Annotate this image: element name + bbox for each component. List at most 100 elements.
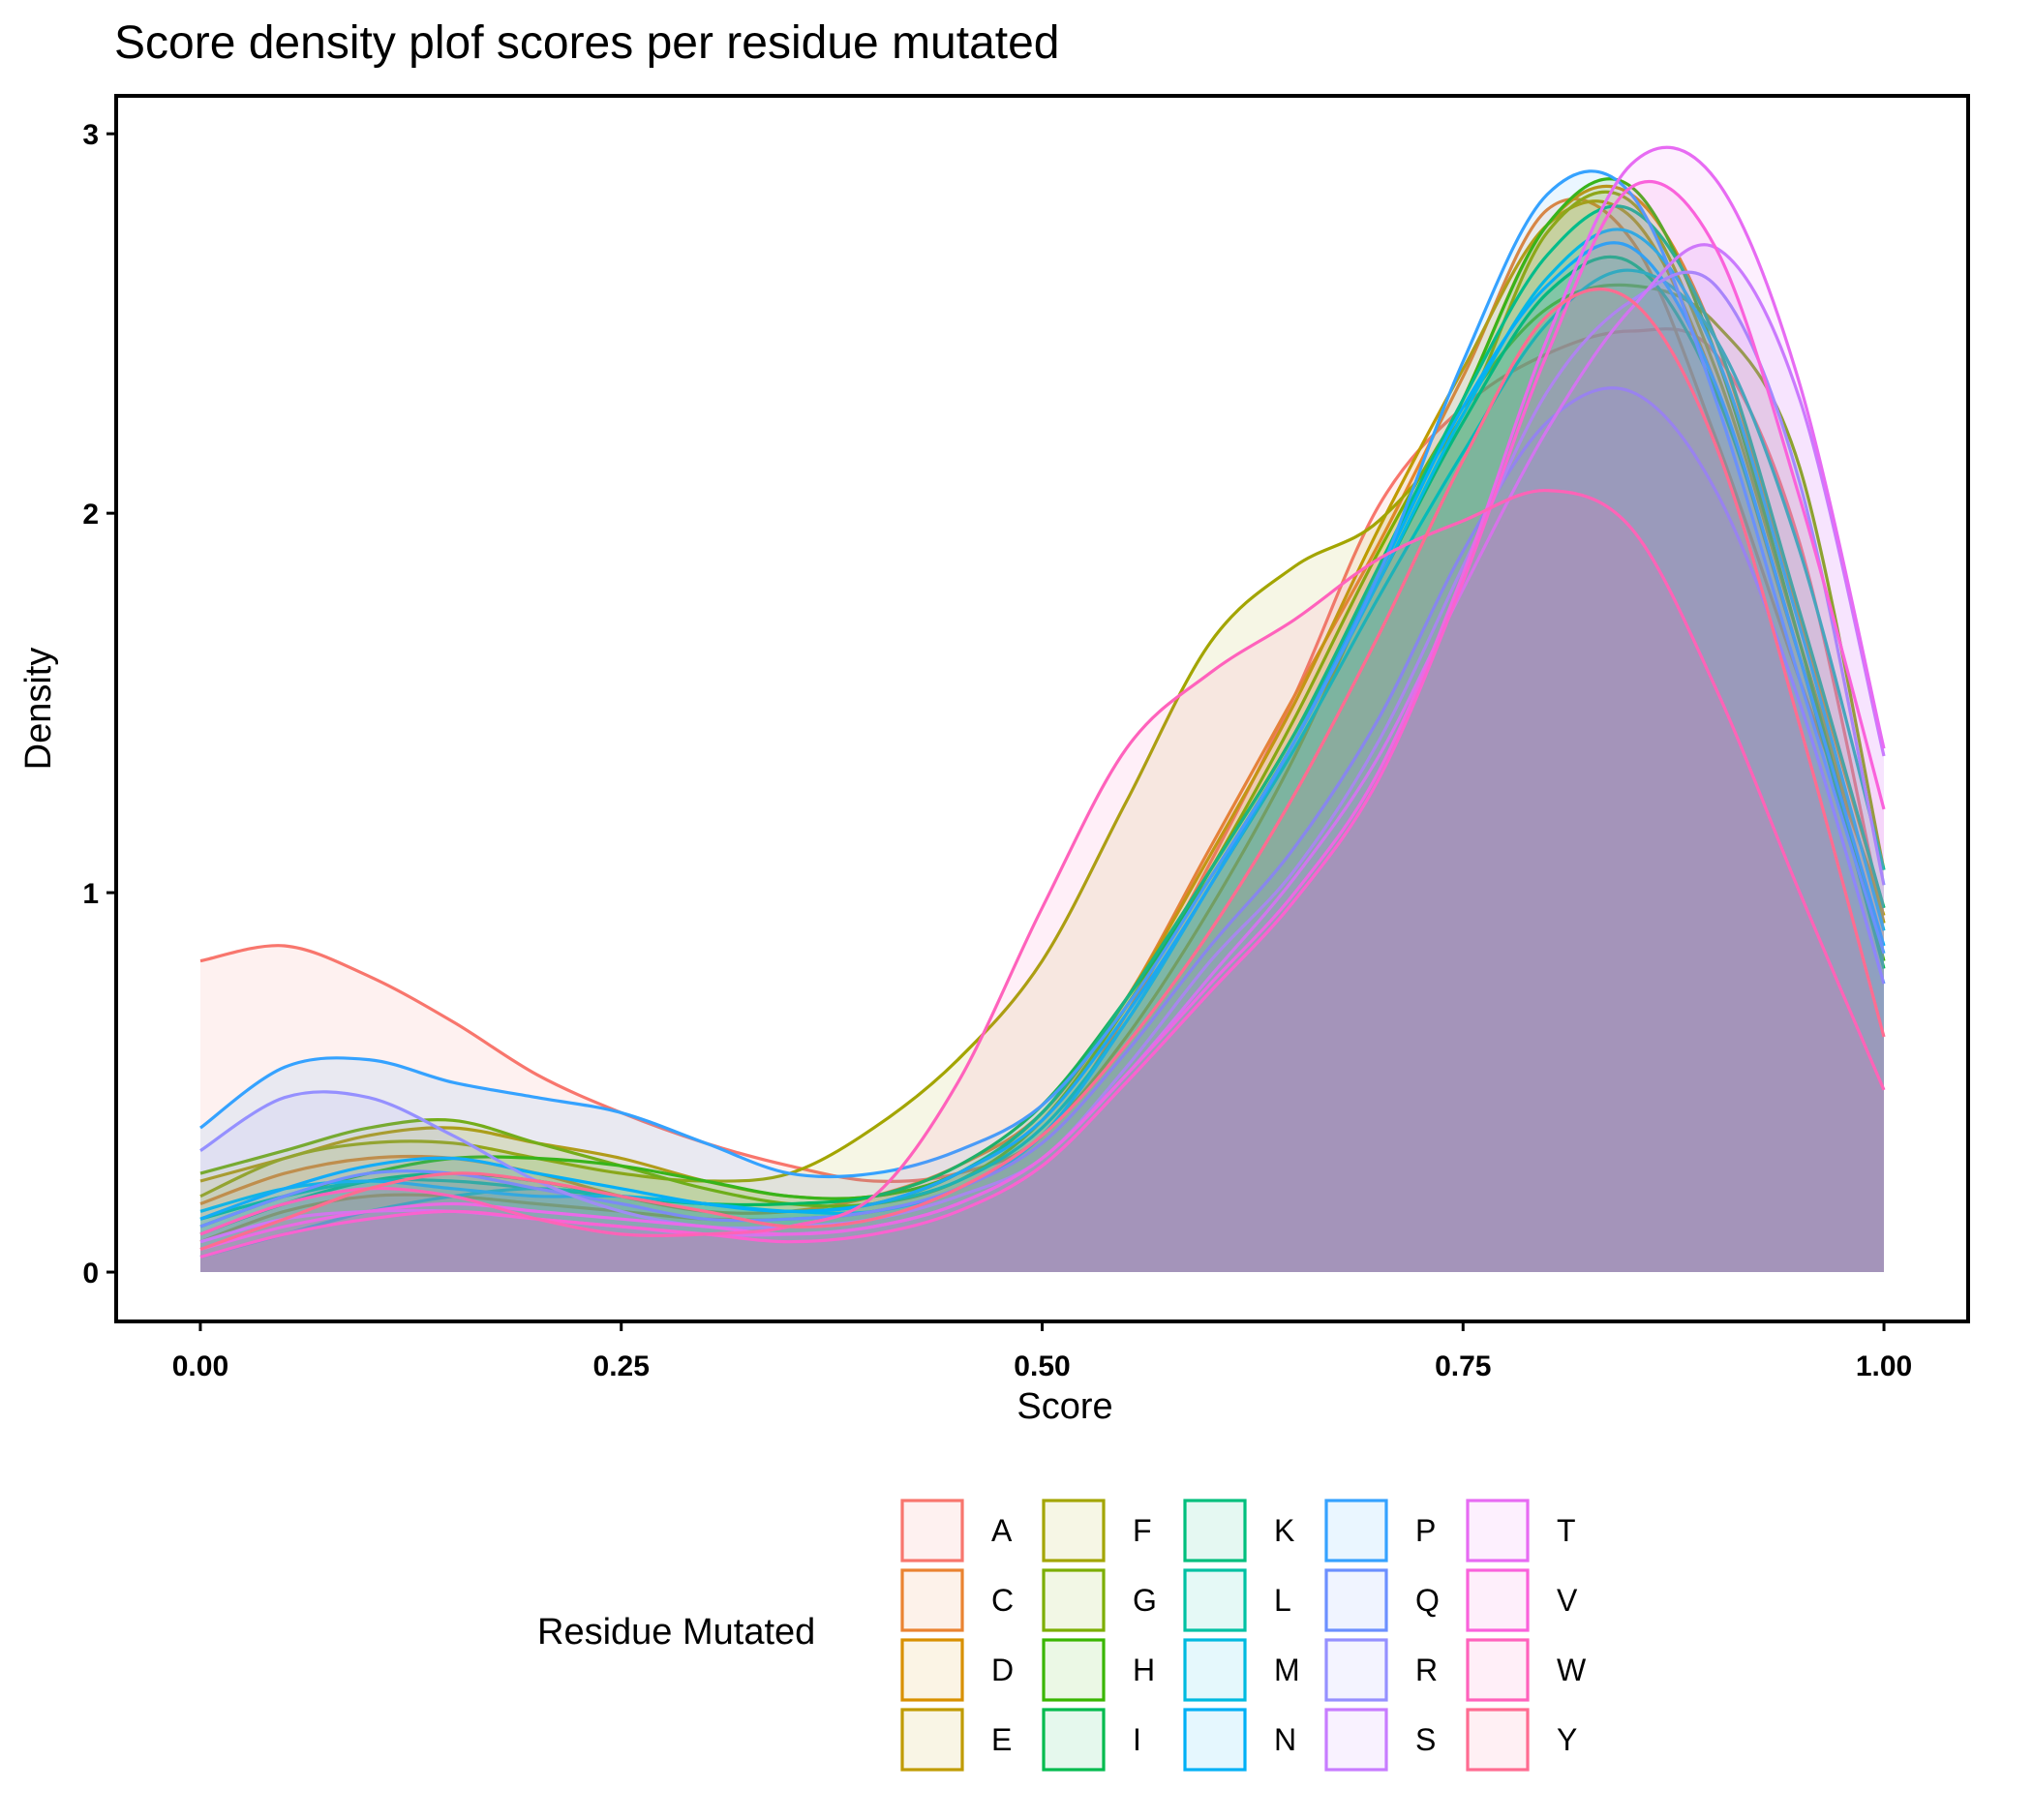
density-area-k [200, 205, 1884, 1272]
legend-key [1183, 1499, 1247, 1562]
legend-label: P [1415, 1513, 1436, 1548]
density-area-n [200, 242, 1884, 1272]
x-tick-label: 0.25 [593, 1350, 650, 1382]
legend-key [1183, 1638, 1247, 1702]
legend-item-v: V [1466, 1568, 1578, 1632]
legend-item-g: G [1042, 1568, 1157, 1632]
legend-key [1466, 1708, 1530, 1772]
legend-label: G [1133, 1583, 1157, 1618]
legend-key [1183, 1708, 1247, 1772]
legend-label: E [991, 1722, 1012, 1757]
legend-item-w: W [1466, 1638, 1587, 1702]
legend-label: Q [1415, 1583, 1440, 1618]
y-axis-title: Density [18, 648, 59, 771]
legend-item-r: R [1324, 1638, 1438, 1702]
density-area-s [200, 244, 1884, 1273]
density-line-y [199, 288, 1886, 1252]
density-area-r [200, 272, 1884, 1273]
legend-key [1042, 1708, 1106, 1772]
density-area-c [200, 198, 1884, 1272]
legend-label: L [1274, 1583, 1291, 1618]
density-line-q [199, 386, 1886, 1228]
legend-key [1466, 1638, 1530, 1702]
series-r [199, 270, 1886, 1273]
y-tick-label: 1 [82, 878, 99, 910]
legend-label: I [1133, 1722, 1141, 1757]
series-n [199, 241, 1886, 1272]
series-p [199, 169, 1886, 1272]
density-line-r [199, 270, 1886, 1230]
legend: AC D E FG H I KL M N PQ R S TV W Y [900, 1499, 1587, 1772]
legend-label: W [1557, 1653, 1587, 1687]
legend-key [1466, 1568, 1530, 1632]
legend-key [900, 1499, 964, 1562]
chart-title: Score density plof scores per residue mu… [114, 17, 1060, 69]
x-tick-label: 0.75 [1435, 1350, 1491, 1382]
legend-key [900, 1638, 964, 1702]
legend-label: M [1274, 1653, 1300, 1687]
legend-item-f: F [1042, 1499, 1152, 1562]
legend-label: K [1274, 1513, 1294, 1548]
legend-label: Y [1557, 1722, 1577, 1757]
legend-key [1466, 1499, 1530, 1562]
legend-item-h: H [1042, 1638, 1155, 1702]
legend-item-q: Q [1324, 1568, 1440, 1632]
density-series-layer [199, 145, 1886, 1273]
legend-label: H [1133, 1653, 1155, 1687]
density-area-e [200, 200, 1884, 1273]
density-area-i [200, 257, 1884, 1273]
x-tick-label: 0.50 [1014, 1350, 1070, 1382]
legend-label: V [1557, 1583, 1578, 1618]
density-area-v [200, 181, 1884, 1272]
legend-item-s: S [1324, 1708, 1436, 1772]
series-q [199, 386, 1886, 1272]
legend-item-t: T [1466, 1499, 1576, 1562]
legend-item-p: P [1324, 1499, 1436, 1562]
legend-key [1183, 1568, 1247, 1632]
legend-item-y: Y [1466, 1708, 1577, 1772]
x-tick-label: 1.00 [1856, 1350, 1912, 1382]
legend-item-l: L [1183, 1568, 1291, 1632]
legend-item-a: A [900, 1499, 1013, 1562]
legend-key [1324, 1568, 1388, 1632]
legend-key [1042, 1499, 1106, 1562]
x-axis-title: Score [1016, 1386, 1112, 1427]
legend-key [1324, 1638, 1388, 1702]
density-area-p [200, 170, 1884, 1272]
density-area-m [200, 228, 1884, 1272]
y-axis: 0 1 2 3 [82, 119, 116, 1289]
legend-key [1324, 1708, 1388, 1772]
legend-label: N [1274, 1722, 1296, 1757]
legend-item-n: N [1183, 1708, 1296, 1772]
legend-key [1042, 1638, 1106, 1702]
legend-label: R [1415, 1653, 1438, 1687]
y-tick-label: 0 [82, 1258, 99, 1289]
series-w [199, 488, 1886, 1272]
y-tick-label: 3 [82, 119, 99, 151]
legend-key [1042, 1568, 1106, 1632]
density-area-y [200, 288, 1884, 1272]
density-area-t [200, 147, 1884, 1272]
series-y [199, 288, 1886, 1272]
legend-item-i: I [1042, 1708, 1141, 1772]
legend-item-m: M [1183, 1638, 1300, 1702]
density-line-w [199, 488, 1886, 1237]
legend-item-e: E [900, 1708, 1012, 1772]
series-m [199, 228, 1886, 1272]
legend-label: T [1557, 1513, 1576, 1548]
x-tick-label: 0.00 [172, 1350, 228, 1382]
legend-key [900, 1708, 964, 1772]
series-t [199, 145, 1886, 1272]
legend-label: D [991, 1653, 1014, 1687]
legend-title: Residue Mutated [537, 1612, 815, 1653]
legend-key [1324, 1499, 1388, 1562]
density-line-m [199, 228, 1886, 1216]
density-line-n [199, 241, 1886, 1221]
legend-label: F [1133, 1513, 1152, 1548]
density-line-t [199, 145, 1886, 1252]
density-area-w [200, 490, 1884, 1272]
legend-label: S [1415, 1722, 1436, 1757]
legend-item-c: C [900, 1568, 1014, 1632]
